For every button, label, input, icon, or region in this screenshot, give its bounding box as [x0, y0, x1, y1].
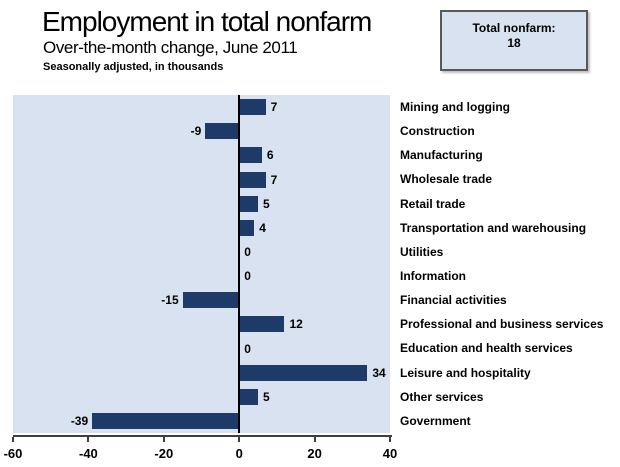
x-axis-tick-label: 20	[307, 446, 322, 461]
bar	[182, 292, 240, 309]
bar	[239, 195, 259, 212]
bar-value-label: 7	[270, 172, 278, 187]
bar-value-label: 5	[263, 196, 270, 211]
chart-note: Seasonally adjusted, in thousands	[43, 61, 224, 73]
category-label: Professional and business services	[400, 317, 604, 332]
x-axis-tick-label: -40	[78, 446, 98, 461]
chart-title: Employment in total nonfarm	[42, 6, 372, 37]
bar-value-label: 34	[372, 365, 386, 380]
bar	[239, 147, 262, 164]
bar	[239, 99, 266, 116]
category-label: Other services	[400, 389, 484, 404]
x-axis-tick	[12, 437, 14, 442]
bar	[205, 123, 240, 140]
callout-value: 18	[507, 36, 521, 50]
category-label: Transportation and warehousing	[400, 220, 587, 235]
plot-area	[13, 95, 390, 433]
bar	[239, 316, 285, 333]
bar-value-label: -15	[161, 293, 179, 308]
bar-value-label: 5	[263, 389, 270, 404]
category-label: Mining and logging	[400, 100, 510, 115]
bar-value-label: 0	[244, 244, 251, 259]
x-axis-tick	[162, 437, 165, 442]
bar	[239, 364, 368, 381]
x-axis-tick	[313, 437, 316, 442]
category-label: Wholesale trade	[400, 172, 493, 187]
x-axis-tick-label: -60	[3, 446, 23, 461]
bar	[92, 412, 240, 429]
callout-label: Total nonfarm:	[472, 21, 556, 35]
bar-value-label: -9	[190, 124, 202, 139]
x-axis-tick-label: 40	[382, 446, 398, 461]
x-axis-tick-label: 0	[235, 446, 243, 461]
category-label: Information	[400, 269, 466, 284]
zero-axis-line	[238, 95, 241, 433]
bar	[239, 171, 266, 188]
total-nonfarm-callout: Total nonfarm: 18	[440, 10, 588, 71]
bar-value-label: -39	[70, 413, 89, 428]
bar	[239, 388, 259, 405]
bar-value-label: 7	[270, 100, 278, 115]
category-label: Manufacturing	[400, 148, 483, 163]
category-label: Education and health services	[400, 341, 573, 356]
x-axis-tick	[389, 437, 391, 442]
category-label: Leisure and hospitality	[400, 365, 531, 380]
bar-value-label: 12	[289, 317, 303, 332]
category-label: Government	[400, 413, 471, 428]
bar-value-label: 4	[259, 220, 266, 235]
bar-value-label: 0	[244, 269, 251, 284]
category-label: Utilities	[400, 244, 444, 259]
x-axis-tick	[238, 437, 241, 442]
bar-value-label: 6	[266, 148, 274, 163]
category-label: Construction	[400, 124, 475, 139]
category-label: Retail trade	[400, 196, 466, 211]
chart-subtitle: Over-the-month change, June 2011	[43, 38, 298, 57]
x-axis-tick-label: -20	[154, 446, 174, 461]
x-axis-tick	[87, 437, 90, 442]
x-axis-line	[13, 435, 392, 437]
category-label: Financial activities	[400, 293, 507, 308]
bar-chart: 7 Mining and logging -9 Construction 6 Manufa…	[0, 95, 620, 467]
bar-value-label: 0	[244, 341, 251, 356]
bar	[239, 219, 255, 236]
